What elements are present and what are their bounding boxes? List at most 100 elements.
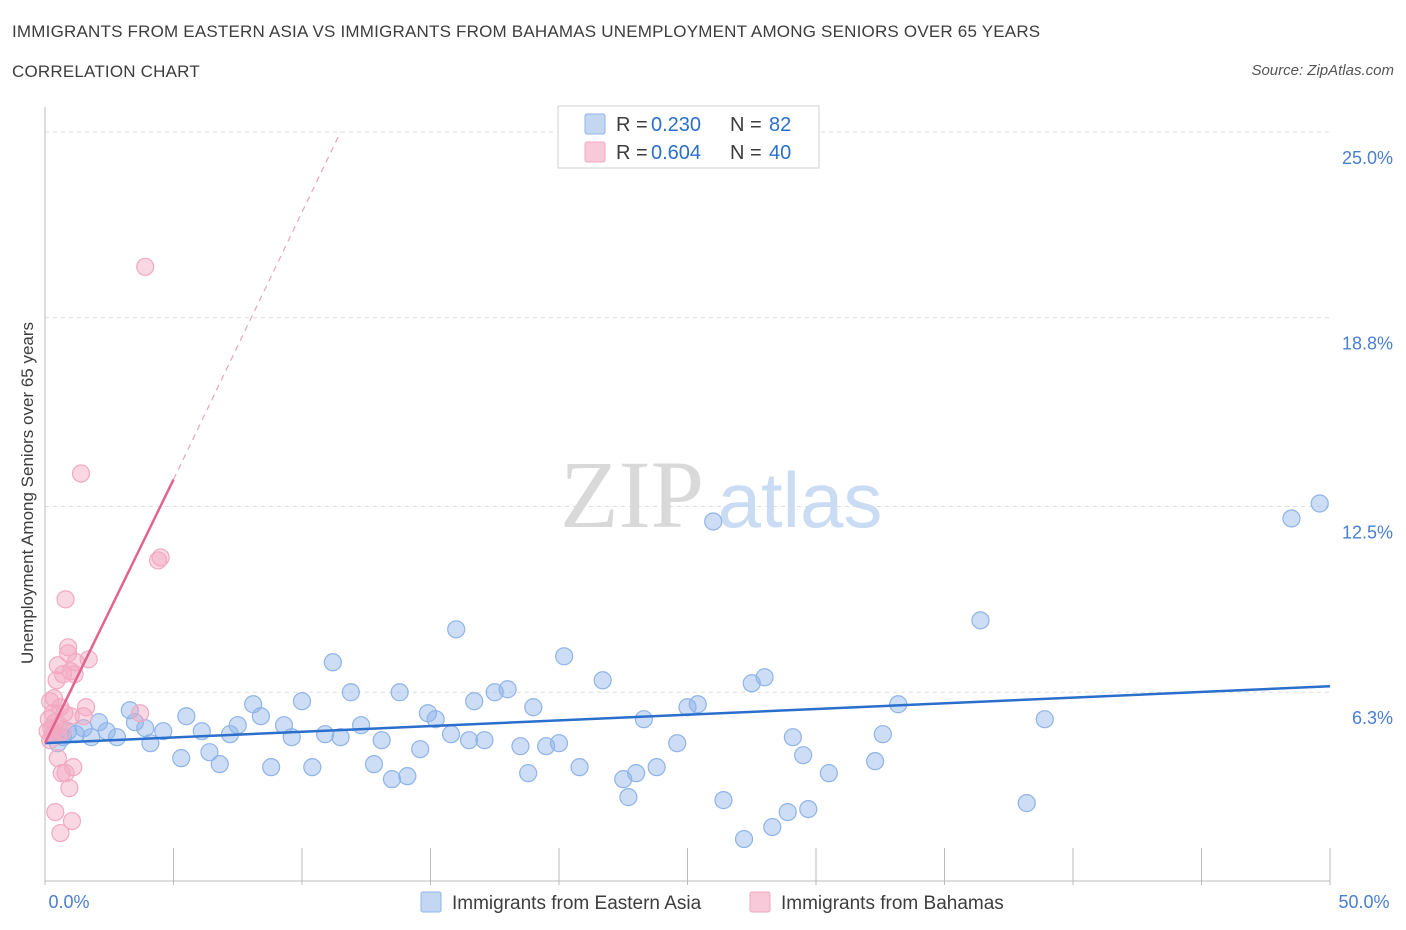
legend-n-label-1: N = [730,114,762,136]
trend-line-eastern-asia [44,685,1331,745]
correlation-legend: R = 0.230 N = 82 R = 0.604 N = 40 [557,105,820,169]
point-eastern-asia [177,707,196,726]
point-bahamas [48,749,67,768]
point-bahamas [130,704,150,723]
point-eastern-asia [783,728,802,747]
trend-line-bahamas-extension [172,131,342,480]
point-eastern-asia [82,728,101,747]
legend-swatch-bahamas [584,141,606,163]
point-eastern-asia [794,746,813,765]
axes [44,107,1331,885]
data-points [38,257,1329,849]
point-eastern-asia [154,722,173,741]
point-eastern-asia [519,764,538,783]
point-eastern-asia [971,611,990,630]
legend-r-label-2: R = [616,142,648,164]
bottom-legend-label-eastern-asia: Immigrants from Eastern Asia [452,893,702,914]
point-eastern-asia [465,692,484,711]
point-eastern-asia [172,749,191,768]
point-eastern-asia [210,755,229,774]
point-eastern-asia [228,716,247,735]
bottom-legend-swatch-eastern-asia [420,891,442,913]
point-eastern-asia [292,692,312,711]
point-bahamas [148,551,168,570]
point-eastern-asia [866,752,885,771]
point-bahamas [151,548,170,567]
grid-lines [45,131,1330,693]
point-eastern-asia [426,710,445,729]
point-eastern-asia [688,695,707,714]
point-bahamas [62,811,82,831]
point-eastern-asia [704,512,723,531]
point-eastern-asia [441,725,461,744]
y-tick-label: 12.5% [1342,522,1393,542]
point-eastern-asia [778,802,797,822]
point-eastern-asia [1282,509,1301,528]
x-tick-label-max: 50.0% [1338,892,1389,912]
point-bahamas [77,698,96,717]
point-eastern-asia [262,758,281,777]
point-eastern-asia [549,734,569,753]
y-tick-label: 18.8% [1342,334,1393,354]
point-eastern-asia [634,710,653,729]
point-eastern-asia [316,725,335,744]
point-eastern-asia [799,799,818,819]
source-credit: Source: ZipAtlas.com [1251,62,1394,79]
y-tick-label: 6.3% [1352,708,1393,728]
point-eastern-asia [447,620,466,639]
point-eastern-asia [873,725,892,744]
point-eastern-asia [1035,710,1054,729]
chart-subtitle: CORRELATION CHART [12,62,200,81]
point-bahamas [51,823,70,843]
point-eastern-asia [524,698,543,717]
point-eastern-asia [364,755,384,774]
point-eastern-asia [125,713,145,732]
legend-n-label-2: N = [730,142,762,164]
point-eastern-asia [331,728,350,747]
point-bahamas [136,257,155,276]
point-eastern-asia [107,728,127,747]
point-eastern-asia [668,734,687,753]
point-eastern-asia [352,716,371,735]
point-eastern-asia [475,731,494,750]
point-eastern-asia [647,758,666,777]
point-eastern-asia [411,740,430,759]
legend-r-value-2: 0.604 [651,142,701,164]
point-eastern-asia [763,817,782,837]
series-legend: Immigrants from Eastern Asia Immigrants … [420,891,1004,914]
point-eastern-asia [819,764,838,783]
point-eastern-asia [593,671,612,690]
point-eastern-asia [372,731,391,750]
point-bahamas [46,802,65,822]
bottom-legend-label-bahamas: Immigrants from Bahamas [781,893,1004,914]
legend-swatch-eastern-asia [584,113,606,135]
point-eastern-asia [755,668,774,687]
point-bahamas [56,590,75,609]
point-bahamas [64,758,83,777]
point-eastern-asia [511,737,530,756]
point-bahamas [61,707,80,726]
point-bahamas [71,464,91,483]
y-axis-label: Unemployment Among Seniors over 65 years [18,322,37,664]
point-eastern-asia [619,788,638,807]
point-eastern-asia [390,683,409,702]
point-eastern-asia [1017,794,1036,813]
point-eastern-asia [398,767,417,786]
watermark-atlas: atlas [718,456,883,544]
point-bahamas [60,779,79,798]
point-eastern-asia [341,683,360,702]
point-eastern-asia [303,758,322,777]
point-eastern-asia [382,770,402,789]
legend-n-value-1: 82 [769,114,791,136]
trend-line-bahamas [43,478,175,744]
watermark-zip: ZIP [560,441,704,548]
chart-title: IMMIGRANTS FROM EASTERN ASIA VS IMMIGRAN… [12,22,1041,41]
point-eastern-asia [1310,494,1329,513]
point-eastern-asia [323,653,342,672]
bottom-legend-swatch-bahamas [749,891,771,913]
point-bahamas [41,692,60,711]
tick-labels: 6.3% 12.5% 18.8% 25.0% 0.0% 50.0% [48,148,1393,912]
legend-n-value-2: 40 [769,142,791,164]
point-eastern-asia [555,647,574,666]
